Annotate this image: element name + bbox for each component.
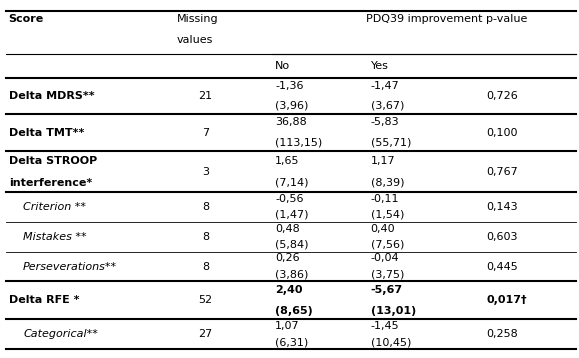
Text: Delta TMT**: Delta TMT** xyxy=(9,127,84,137)
Text: 0,603: 0,603 xyxy=(486,232,518,242)
Text: 1,07: 1,07 xyxy=(275,321,300,331)
Text: 0,726: 0,726 xyxy=(486,91,518,101)
Text: (55,71): (55,71) xyxy=(371,138,411,148)
Text: Yes: Yes xyxy=(371,61,389,71)
Text: 27: 27 xyxy=(199,329,212,339)
Text: 0,017†: 0,017† xyxy=(486,295,527,305)
Text: Delta RFE *: Delta RFE * xyxy=(9,295,79,305)
Text: (8,39): (8,39) xyxy=(371,178,404,188)
Text: -0,04: -0,04 xyxy=(371,253,399,263)
Text: No: No xyxy=(275,61,290,71)
Text: Delta STROOP: Delta STROOP xyxy=(9,156,97,166)
Text: p-value: p-value xyxy=(486,14,527,24)
Text: (1,47): (1,47) xyxy=(275,210,309,220)
Text: Score: Score xyxy=(9,14,44,24)
Text: 1,65: 1,65 xyxy=(275,156,299,166)
Text: -0,56: -0,56 xyxy=(275,194,303,204)
Text: (7,14): (7,14) xyxy=(275,178,309,188)
Text: 0,143: 0,143 xyxy=(486,202,518,212)
Text: -1,45: -1,45 xyxy=(371,321,399,331)
Text: 8: 8 xyxy=(202,232,209,242)
Text: 0,445: 0,445 xyxy=(486,261,518,271)
Text: 0,767: 0,767 xyxy=(486,167,518,177)
Text: (3,75): (3,75) xyxy=(371,270,404,280)
Text: (5,84): (5,84) xyxy=(275,240,309,250)
Text: (3,86): (3,86) xyxy=(275,270,309,280)
Text: Delta MDRS**: Delta MDRS** xyxy=(9,91,94,101)
Text: (1,54): (1,54) xyxy=(371,210,404,220)
Text: 36,88: 36,88 xyxy=(275,117,307,127)
Text: 52: 52 xyxy=(199,295,212,305)
Text: (3,67): (3,67) xyxy=(371,101,404,111)
Text: (113,15): (113,15) xyxy=(275,138,323,148)
Text: (10,45): (10,45) xyxy=(371,337,411,347)
Text: -1,47: -1,47 xyxy=(371,82,400,92)
Text: 3: 3 xyxy=(202,167,209,177)
Text: 0,40: 0,40 xyxy=(371,224,395,234)
Text: PDQ39 improvement: PDQ39 improvement xyxy=(366,14,482,24)
Text: 0,100: 0,100 xyxy=(486,127,518,137)
Text: Missing: Missing xyxy=(177,14,218,24)
Text: 21: 21 xyxy=(199,91,212,101)
Text: Perseverations**: Perseverations** xyxy=(23,261,118,271)
Text: -5,83: -5,83 xyxy=(371,117,399,127)
Text: (7,56): (7,56) xyxy=(371,240,404,250)
Text: (8,65): (8,65) xyxy=(275,306,313,315)
Text: 2,40: 2,40 xyxy=(275,285,302,295)
Text: (13,01): (13,01) xyxy=(371,306,416,315)
Text: 7: 7 xyxy=(202,127,209,137)
Text: 8: 8 xyxy=(202,202,209,212)
Text: 0,26: 0,26 xyxy=(275,253,300,263)
Text: 1,17: 1,17 xyxy=(371,156,395,166)
Text: Criterion **: Criterion ** xyxy=(23,202,86,212)
Text: (6,31): (6,31) xyxy=(275,337,308,347)
Text: -0,11: -0,11 xyxy=(371,194,399,204)
Text: values: values xyxy=(177,35,213,45)
Text: interference*: interference* xyxy=(9,178,92,188)
Text: 8: 8 xyxy=(202,261,209,271)
Text: 0,48: 0,48 xyxy=(275,224,300,234)
Text: Categorical**: Categorical** xyxy=(23,329,98,339)
Text: -5,67: -5,67 xyxy=(371,285,402,295)
Text: -1,36: -1,36 xyxy=(275,82,303,92)
Text: (3,96): (3,96) xyxy=(275,101,309,111)
Text: Mistakes **: Mistakes ** xyxy=(23,232,87,242)
Text: 0,258: 0,258 xyxy=(486,329,518,339)
